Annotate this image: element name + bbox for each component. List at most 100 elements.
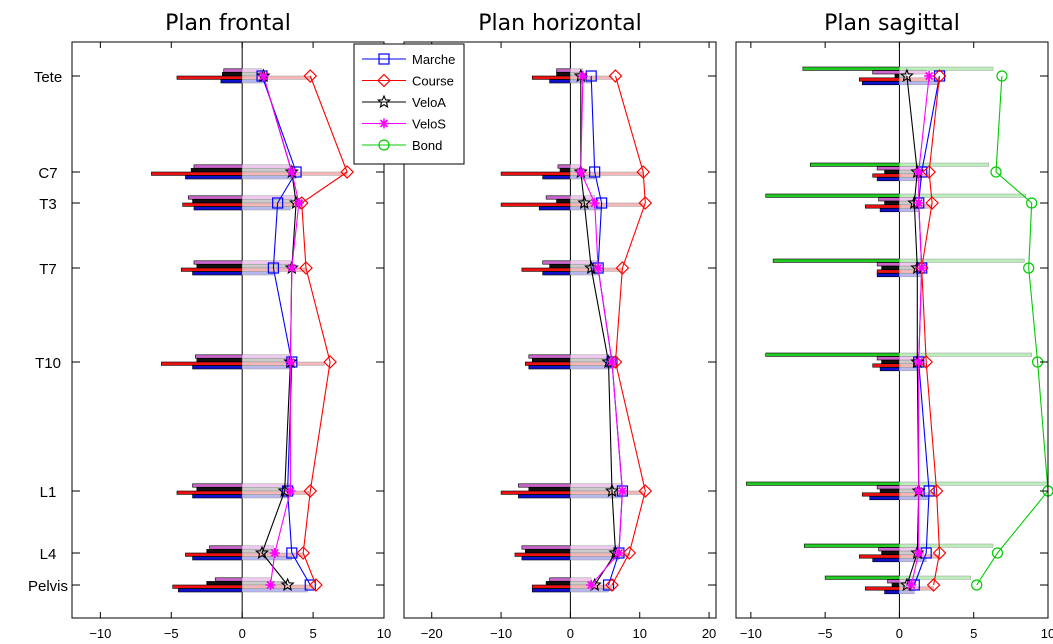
bar-marche-pos xyxy=(241,365,293,370)
bar-course-neg xyxy=(859,554,900,559)
bar-velos-neg xyxy=(878,197,900,202)
bar-marche-neg xyxy=(192,365,243,370)
bar-marche-pos xyxy=(899,590,915,595)
bar-veloa-neg xyxy=(192,199,243,204)
bar-course-neg xyxy=(500,490,571,495)
marker-veloa xyxy=(254,545,270,560)
marker-veloa xyxy=(604,483,620,498)
marker-bond xyxy=(996,70,1008,82)
bar-bond-pos xyxy=(899,193,1026,198)
bar-velos-pos xyxy=(570,483,623,488)
marker-course xyxy=(638,196,653,210)
bar-velos-neg xyxy=(542,260,571,265)
x-tick-label: 5 xyxy=(970,626,977,641)
marker-marche xyxy=(267,262,279,274)
marker-bond xyxy=(1023,262,1035,274)
bar-velos-neg xyxy=(192,483,243,488)
marker-marche xyxy=(589,166,601,178)
panel-2: Plan horizontal −20 −10 0 10 20 xyxy=(403,11,717,641)
marker-velos xyxy=(906,580,917,590)
bar-veloa-neg xyxy=(196,487,243,492)
bar-velos-pos xyxy=(570,577,592,582)
bar-marche-pos xyxy=(899,208,919,213)
legend-box xyxy=(353,43,465,165)
bar-marche-pos xyxy=(899,81,940,86)
series-line-course xyxy=(921,75,941,586)
marker-course xyxy=(622,546,637,560)
bar-marche-neg xyxy=(876,273,900,278)
bar-marche-neg xyxy=(178,588,243,593)
bar-veloa-neg xyxy=(556,72,571,77)
bar-course-neg xyxy=(876,269,900,274)
bar-velos-pos xyxy=(241,577,271,582)
series-line-velos xyxy=(910,75,930,586)
marker-course xyxy=(615,261,630,275)
bar-marche-neg xyxy=(528,365,571,370)
marker-course xyxy=(638,484,653,498)
bar-marche-pos xyxy=(899,496,930,501)
bar-veloa-neg xyxy=(879,488,900,493)
bar-marche-neg xyxy=(884,590,900,595)
marker-bond xyxy=(971,579,983,591)
marker-velos xyxy=(577,71,588,81)
bar-course-neg xyxy=(176,75,243,80)
bar-velos-neg xyxy=(528,354,571,359)
bar-veloa-neg xyxy=(531,358,571,363)
x-tick-label: 20 xyxy=(702,626,716,641)
x-tick-label: 0 xyxy=(896,626,903,641)
bar-veloa-neg xyxy=(528,487,571,492)
series-line-veloa xyxy=(906,75,920,586)
bar-velos-neg xyxy=(518,483,571,488)
legend-label-course: Course xyxy=(412,74,454,89)
bar-bond-neg xyxy=(804,543,900,548)
bar-velos-pos xyxy=(241,260,291,265)
bar-marche-neg xyxy=(549,79,571,84)
bar-velos-pos xyxy=(570,195,595,200)
marker-course xyxy=(932,69,947,83)
marker-velos xyxy=(285,486,296,496)
legend-label-bond: Bond xyxy=(412,138,442,153)
marker-velos xyxy=(913,198,924,208)
bar-velos-neg xyxy=(549,577,571,582)
marker-course xyxy=(303,69,318,83)
bar-velos-pos xyxy=(241,164,293,169)
bar-bond-pos xyxy=(899,352,1032,357)
vertebra-label-pelvis: Pelvis xyxy=(28,578,68,595)
marker-course xyxy=(929,484,944,498)
bar-velos-neg xyxy=(887,579,900,584)
bar-velos-pos xyxy=(570,354,613,359)
bar-veloa-neg xyxy=(884,169,900,174)
bar-veloa-neg xyxy=(190,168,243,173)
series-line-velos xyxy=(580,75,623,586)
marker-velos xyxy=(286,263,297,273)
marker-velos xyxy=(924,71,935,81)
bar-bond-pos xyxy=(899,258,1025,263)
axes-frame xyxy=(71,41,385,619)
bar-velos-pos xyxy=(241,354,290,359)
vertebra-label-t3: T3 xyxy=(39,196,57,213)
marker-veloa xyxy=(280,577,295,592)
marker-marche xyxy=(602,579,615,591)
marker-marche xyxy=(923,485,935,497)
bar-velos-neg xyxy=(209,545,243,550)
marker-course xyxy=(608,69,623,83)
bar-velos-neg xyxy=(195,354,243,359)
bar-velos-neg xyxy=(876,485,900,490)
bar-veloa-neg xyxy=(891,582,900,587)
bar-marche-neg xyxy=(185,175,243,180)
bar-veloa-neg xyxy=(559,168,571,173)
bar-veloa-neg xyxy=(881,550,900,555)
panels-layer: Plan frontal −10 −5 0 5 10 Plan horizontal −20 −… xyxy=(71,11,1053,641)
x-tick-label: 10 xyxy=(632,626,646,641)
bar-marche-neg xyxy=(542,271,571,276)
marker-course xyxy=(636,165,651,179)
panel-1: Plan frontal −10 −5 0 5 10 xyxy=(71,11,391,641)
marker-course xyxy=(922,165,936,179)
marker-bond xyxy=(991,547,1004,559)
bar-velos-neg xyxy=(187,195,243,200)
marker-velos xyxy=(593,263,604,273)
bar-bond-neg xyxy=(824,575,900,580)
marker-velos xyxy=(916,263,927,273)
marker-velos xyxy=(589,198,600,208)
marker-course xyxy=(309,578,323,592)
